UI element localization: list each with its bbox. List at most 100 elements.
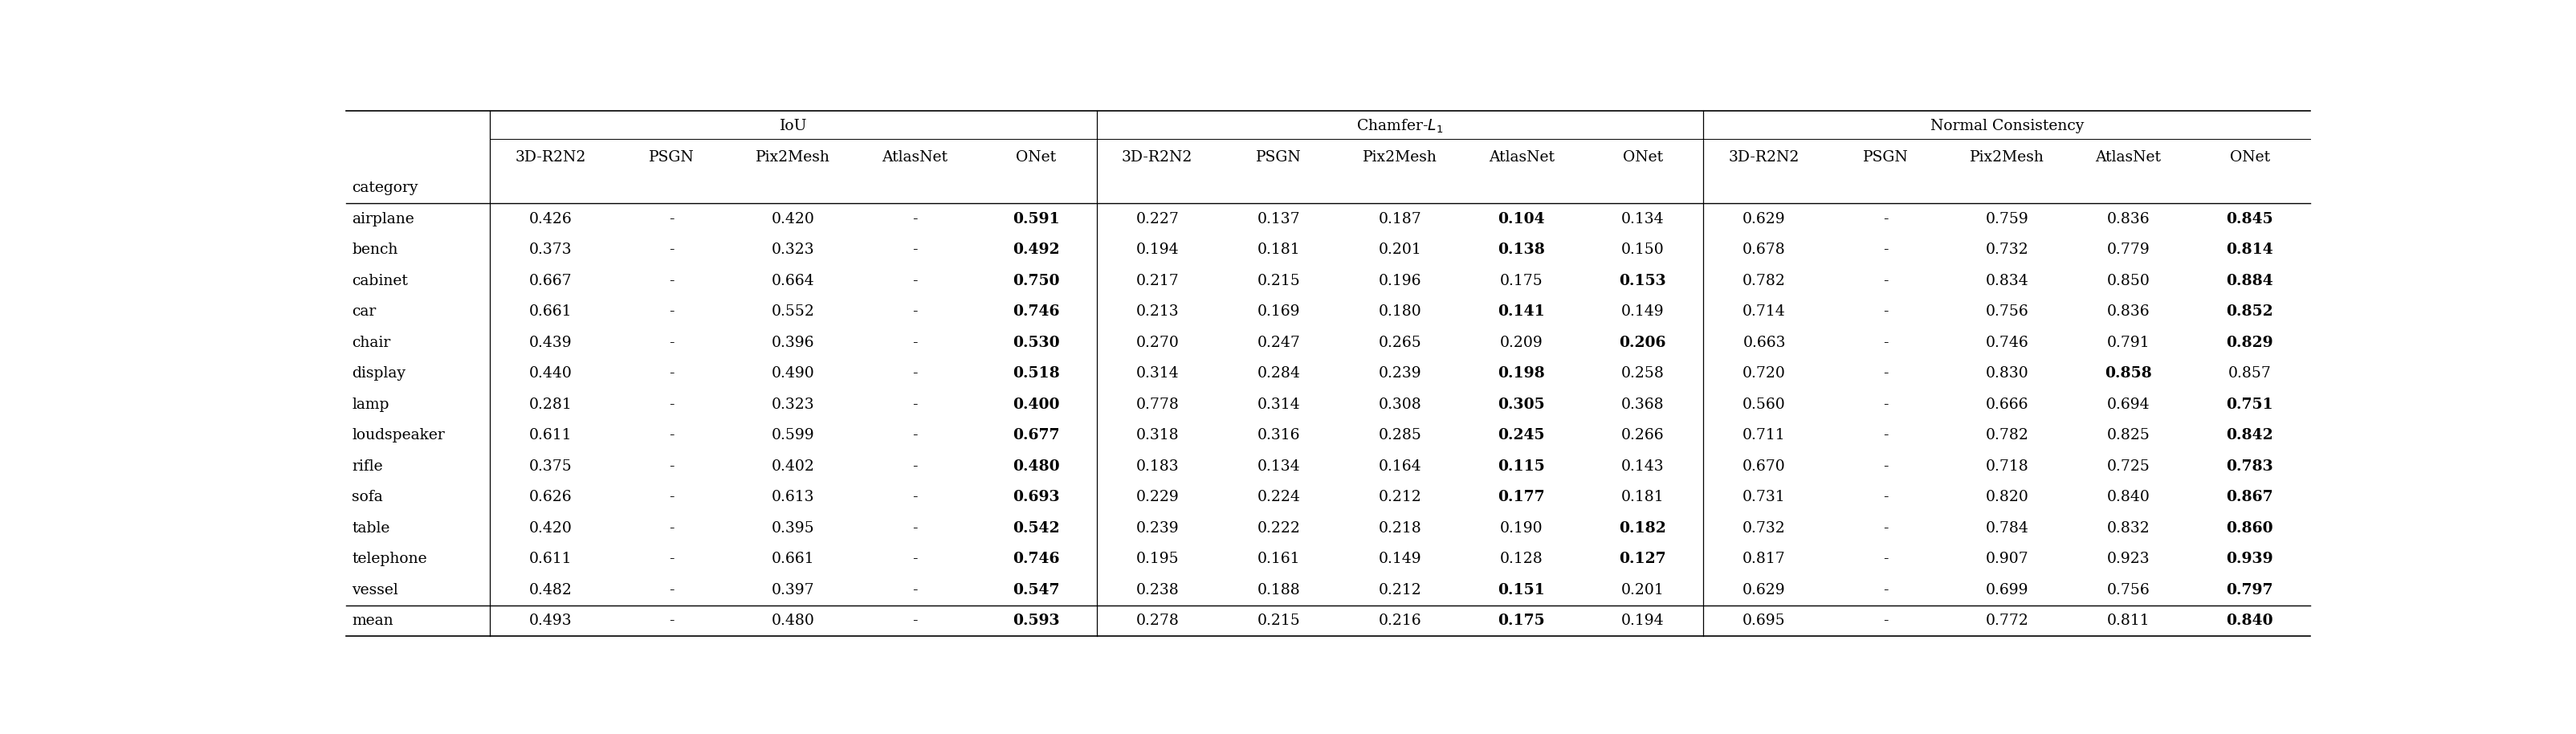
Text: 0.180: 0.180 [1378,305,1422,319]
Text: 0.791: 0.791 [2107,335,2151,350]
Text: bench: bench [353,243,399,257]
Text: -: - [670,211,675,226]
Text: loudspeaker: loudspeaker [353,428,446,443]
Text: 0.215: 0.215 [1257,614,1301,628]
Text: 3D-R2N2: 3D-R2N2 [1121,150,1193,164]
Text: ONet: ONet [2231,150,2269,164]
Text: 0.482: 0.482 [528,583,572,597]
Text: 0.797: 0.797 [2226,583,2272,597]
Text: 0.212: 0.212 [1378,490,1422,504]
Text: 0.591: 0.591 [1012,211,1059,226]
Text: 0.196: 0.196 [1378,274,1422,288]
Text: 0.782: 0.782 [1986,428,2027,443]
Text: AtlasNet: AtlasNet [1489,150,1553,164]
Text: -: - [1883,521,1888,535]
Text: 3D-R2N2: 3D-R2N2 [1728,150,1801,164]
Text: 0.198: 0.198 [1497,366,1546,381]
Text: 0.542: 0.542 [1012,521,1059,535]
Text: 0.194: 0.194 [1136,243,1180,257]
Text: 0.402: 0.402 [773,459,814,473]
Text: -: - [1883,211,1888,226]
Text: 0.201: 0.201 [1620,583,1664,597]
Text: 0.840: 0.840 [2107,490,2151,504]
Text: 0.611: 0.611 [528,552,572,566]
Text: airplane: airplane [353,211,415,226]
Text: 0.820: 0.820 [1986,490,2027,504]
Text: 0.169: 0.169 [1257,305,1301,319]
Text: 0.224: 0.224 [1257,490,1301,504]
Text: lamp: lamp [353,397,389,412]
Text: 0.128: 0.128 [1499,552,1543,566]
Text: 0.693: 0.693 [1012,490,1059,504]
Text: category: category [353,181,417,195]
Text: -: - [912,211,917,226]
Text: 0.149: 0.149 [1378,552,1422,566]
Text: 0.746: 0.746 [1012,305,1059,319]
Text: Normal Consistency: Normal Consistency [1929,119,2084,134]
Text: -: - [912,243,917,257]
Text: -: - [1883,243,1888,257]
Text: rifle: rifle [353,459,384,473]
Text: 0.530: 0.530 [1012,335,1059,350]
Text: 0.694: 0.694 [2107,397,2151,412]
Text: 0.308: 0.308 [1378,397,1422,412]
Text: -: - [1883,583,1888,597]
Text: 0.161: 0.161 [1257,552,1301,566]
Text: -: - [912,459,917,473]
Text: 0.181: 0.181 [1257,243,1301,257]
Text: -: - [912,305,917,319]
Text: 0.150: 0.150 [1620,243,1664,257]
Text: 0.907: 0.907 [1986,552,2027,566]
Text: -: - [912,366,917,381]
Text: 0.368: 0.368 [1620,397,1664,412]
Text: 0.175: 0.175 [1499,274,1543,288]
Text: -: - [1883,490,1888,504]
Text: 0.134: 0.134 [1257,459,1301,473]
Text: 0.817: 0.817 [1741,552,1785,566]
Text: 0.164: 0.164 [1378,459,1422,473]
Text: -: - [1883,459,1888,473]
Text: -: - [670,335,675,350]
Text: 0.725: 0.725 [2107,459,2151,473]
Text: 0.239: 0.239 [1378,366,1422,381]
Text: -: - [670,428,675,443]
Text: 0.229: 0.229 [1136,490,1180,504]
Text: 0.664: 0.664 [773,274,814,288]
Text: ONet: ONet [1623,150,1664,164]
Text: -: - [670,459,675,473]
Text: 0.629: 0.629 [1744,211,1785,226]
Text: 0.547: 0.547 [1012,583,1059,597]
Text: 0.613: 0.613 [773,490,814,504]
Text: -: - [912,335,917,350]
Text: -: - [912,521,917,535]
Text: 0.731: 0.731 [1744,490,1785,504]
Text: PSGN: PSGN [1257,150,1301,164]
Text: 0.400: 0.400 [1012,397,1059,412]
Text: 0.667: 0.667 [528,274,572,288]
Text: 0.852: 0.852 [2226,305,2272,319]
Text: display: display [353,366,407,381]
Text: 0.247: 0.247 [1257,335,1301,350]
Text: 0.149: 0.149 [1620,305,1664,319]
Text: 0.216: 0.216 [1378,614,1422,628]
Text: 0.151: 0.151 [1497,583,1546,597]
Text: 0.278: 0.278 [1136,614,1180,628]
Text: 0.141: 0.141 [1497,305,1546,319]
Text: -: - [912,490,917,504]
Text: car: car [353,305,376,319]
Text: 0.867: 0.867 [2226,490,2272,504]
Text: 0.375: 0.375 [528,459,572,473]
Text: 0.212: 0.212 [1378,583,1422,597]
Text: 0.258: 0.258 [1620,366,1664,381]
Text: 0.699: 0.699 [1986,583,2027,597]
Text: 0.215: 0.215 [1257,274,1301,288]
Text: 0.175: 0.175 [1497,614,1546,628]
Text: chair: chair [353,335,392,350]
Text: 0.756: 0.756 [2107,583,2151,597]
Text: 0.782: 0.782 [1741,274,1785,288]
Text: 0.714: 0.714 [1741,305,1785,319]
Text: 0.711: 0.711 [1744,428,1785,443]
Text: 0.784: 0.784 [1986,521,2027,535]
Text: 0.115: 0.115 [1497,459,1546,473]
Text: 0.751: 0.751 [2226,397,2272,412]
